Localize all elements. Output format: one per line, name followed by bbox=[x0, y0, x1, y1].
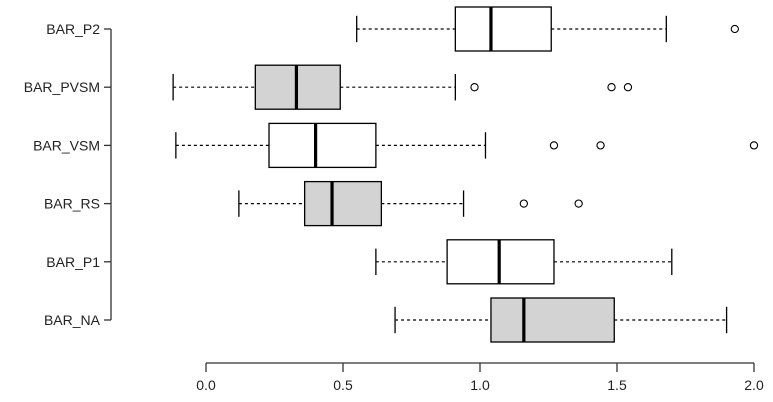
outlier-bar-rs-1 bbox=[574, 199, 583, 208]
outlier-bar-p2-0 bbox=[730, 24, 739, 34]
category-label-bar-vsm: BAR_VSM bbox=[33, 137, 100, 153]
outlier-bar-pvsm-0 bbox=[470, 83, 479, 92]
x-tick-label-2: 1.0 bbox=[470, 377, 490, 393]
category-label-bar-p2: BAR_P2 bbox=[46, 21, 100, 37]
x-tick-label-4: 2.0 bbox=[744, 377, 764, 393]
outlier-bar-rs-0 bbox=[519, 199, 528, 208]
category-label-bar-pvsm: BAR_PVSM bbox=[24, 79, 100, 95]
outlier-bar-vsm-0 bbox=[549, 141, 559, 150]
category-label-bar-na: BAR_NA bbox=[44, 312, 101, 328]
category-label-bar-p1: BAR_P1 bbox=[46, 254, 100, 270]
x-tick-label-0: 0.0 bbox=[196, 377, 216, 393]
box-bar-p2 bbox=[454, 6, 552, 52]
outlier-bar-pvsm-2 bbox=[623, 83, 633, 92]
category-label-bar-rs: BAR_RS bbox=[44, 196, 100, 212]
outlier-bar-pvsm-1 bbox=[607, 83, 616, 92]
x-tick-label-3: 1.5 bbox=[607, 377, 627, 393]
x-tick-label-1: 0.5 bbox=[333, 377, 353, 393]
box-bar-na bbox=[490, 297, 615, 343]
box-bar-rs bbox=[303, 180, 383, 227]
box-bar-vsm bbox=[268, 122, 377, 169]
outlier-bar-vsm-2 bbox=[749, 141, 759, 150]
outlier-bar-vsm-1 bbox=[596, 141, 605, 150]
